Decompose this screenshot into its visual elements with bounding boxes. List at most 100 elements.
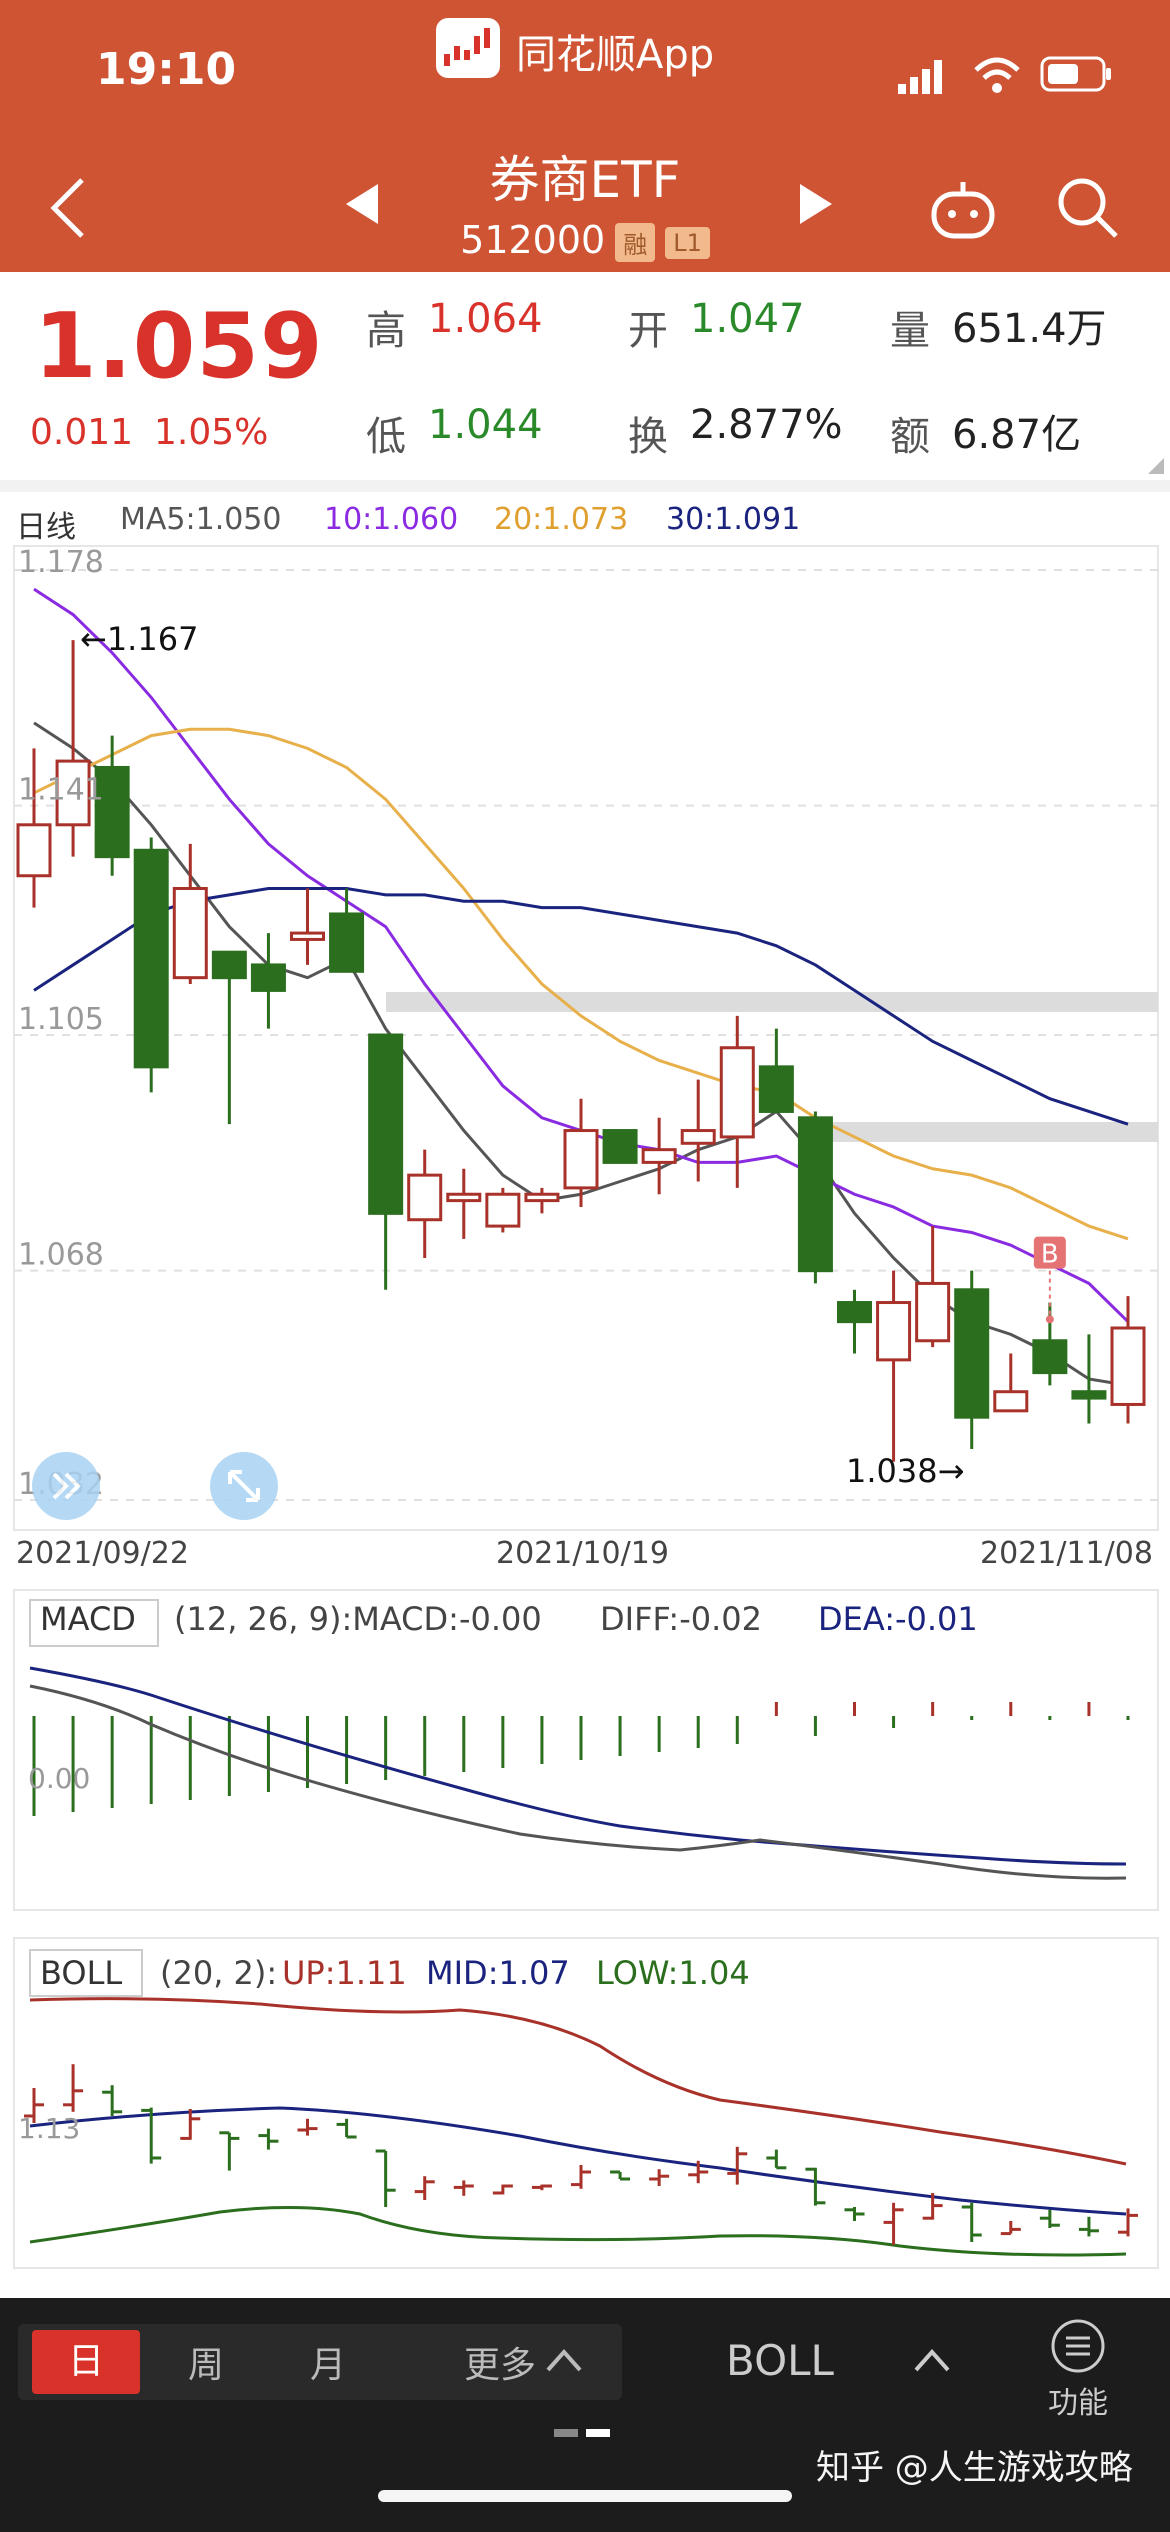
- high-value: 1.064: [428, 296, 543, 342]
- signal-icon: [898, 60, 942, 94]
- candle-body: [758, 1065, 794, 1113]
- candle-body: [94, 765, 130, 859]
- y-tick-label: 1.141: [18, 773, 104, 808]
- resistance-zone-upper: [386, 992, 1158, 1012]
- low-annotation: 1.038→: [846, 1452, 964, 1490]
- x-label-end: 2021/11/08: [980, 1536, 1153, 1571]
- x-label-middle: 2021/10/19: [496, 1536, 669, 1571]
- divider: [0, 480, 1170, 492]
- y-tick-label: 1.178: [18, 545, 104, 580]
- macd-panel[interactable]: [0, 1588, 1170, 1912]
- candle-body: [16, 823, 52, 878]
- tab-week[interactable]: 周: [188, 2345, 225, 2386]
- boll-lower-line: [29, 2205, 1127, 2257]
- candle-body: [524, 1192, 560, 1203]
- header-bar: [0, 0, 1170, 272]
- candle-body: [837, 1301, 872, 1324]
- buy-marker-label: B: [1041, 1240, 1059, 1270]
- low-value: 1.044: [428, 402, 543, 448]
- macd-params: (12, 26, 9):MACD:-0.00: [174, 1600, 542, 1638]
- watermark: 知乎 @人生游戏攻略: [816, 2448, 1133, 2488]
- candle-body: [368, 1033, 404, 1215]
- candle-body: [211, 950, 247, 980]
- fullscreen-button[interactable]: [210, 1452, 278, 1520]
- boll-label[interactable]: BOLL: [40, 1954, 123, 1992]
- app-name: 同花顺App: [516, 32, 715, 78]
- buy-marker-dot: [1045, 1315, 1054, 1324]
- stock-code: 512000: [460, 218, 606, 262]
- candle-body: [797, 1116, 833, 1273]
- ma20-line: [33, 727, 1129, 1241]
- amount-label: 额: [890, 414, 930, 460]
- ma20-legend: 20:1.073: [494, 502, 629, 537]
- boll-mid-line: [29, 2106, 1127, 2216]
- y-tick-label: 1.068: [18, 1238, 104, 1273]
- boll-mid-legend: MID:1.07: [426, 1954, 570, 1992]
- kline-period[interactable]: 日线: [16, 510, 76, 545]
- candle-body: [172, 886, 208, 980]
- indicator-selector[interactable]: BOLL: [726, 2336, 834, 2385]
- boll-up-legend: UP:1.11: [282, 1954, 407, 1992]
- chevron-up-icon[interactable]: [546, 2348, 582, 2372]
- back-icon[interactable]: [48, 176, 88, 240]
- candle-body: [915, 1281, 951, 1343]
- candle-body: [329, 912, 365, 973]
- low-label: 低: [366, 414, 406, 460]
- ma5-line: [33, 721, 1129, 1387]
- diff-legend: DIFF:-0.02: [600, 1600, 762, 1638]
- home-indicator[interactable]: [378, 2490, 792, 2502]
- candle-body: [250, 963, 286, 992]
- volume-label: 量: [890, 308, 930, 354]
- boll-panel[interactable]: [0, 1936, 1170, 2270]
- dea-line: [29, 1666, 1127, 1866]
- status-time: 19:10: [96, 44, 237, 95]
- ma10-legend: 10:1.060: [324, 502, 459, 537]
- ma5-legend: MA5:1.050: [120, 502, 282, 537]
- stock-code-line: 512000 融 L1: [0, 218, 1170, 262]
- ma30-legend: 30:1.091: [666, 502, 801, 537]
- prev-stock-icon[interactable]: [342, 182, 382, 226]
- x-label-start: 2021/09/22: [16, 1536, 189, 1571]
- expand-corner-icon[interactable]: [1148, 458, 1164, 474]
- boll-params: (20, 2):: [160, 1954, 278, 1992]
- function-menu-icon[interactable]: [1050, 2318, 1106, 2374]
- open-label: 开: [628, 308, 668, 354]
- ma30-line: [33, 886, 1129, 1126]
- turnover-value: 2.877%: [690, 402, 843, 448]
- amount-value: 6.87亿: [952, 412, 1082, 458]
- tab-more[interactable]: 更多: [464, 2345, 537, 2386]
- y-tick-label: 1.105: [18, 1002, 104, 1037]
- price-change: 0.011: [30, 412, 134, 453]
- last-price: 1.059: [34, 294, 324, 399]
- wifi-icon: [974, 57, 1020, 93]
- robot-assistant-icon[interactable]: [930, 178, 996, 240]
- search-icon[interactable]: [1056, 176, 1120, 240]
- candle-body: [1110, 1326, 1146, 1406]
- scroll-left-button[interactable]: [32, 1452, 100, 1520]
- macd-label[interactable]: MACD: [40, 1600, 136, 1638]
- boll-upper-line: [29, 1997, 1127, 2166]
- app-logo-icon: [436, 18, 500, 78]
- next-stock-icon[interactable]: [796, 182, 836, 226]
- turnover-label: 换: [628, 414, 668, 460]
- high-label: 高: [366, 308, 406, 354]
- candle-body: [55, 759, 91, 827]
- margin-tag: 融: [615, 223, 656, 262]
- diff-line: [29, 1684, 1127, 1880]
- candle-body: [485, 1192, 521, 1228]
- open-value: 1.047: [690, 296, 805, 342]
- tab-day[interactable]: 日: [32, 2330, 140, 2394]
- page-title: 券商ETF: [489, 151, 681, 209]
- buy-marker-badge: [1033, 1236, 1066, 1269]
- level-tag: L1: [665, 226, 710, 259]
- candle-body: [876, 1301, 912, 1362]
- dea-legend: DEA:-0.01: [818, 1600, 978, 1638]
- resistance-zone-lower: [816, 1122, 1158, 1142]
- candle-body: [446, 1192, 482, 1203]
- function-label[interactable]: 功能: [1048, 2386, 1108, 2421]
- high-annotation: ←1.167: [80, 620, 198, 658]
- tab-month[interactable]: 月: [310, 2345, 347, 2386]
- candle-body: [719, 1046, 755, 1139]
- indicator-chevron-up-icon[interactable]: [914, 2348, 950, 2372]
